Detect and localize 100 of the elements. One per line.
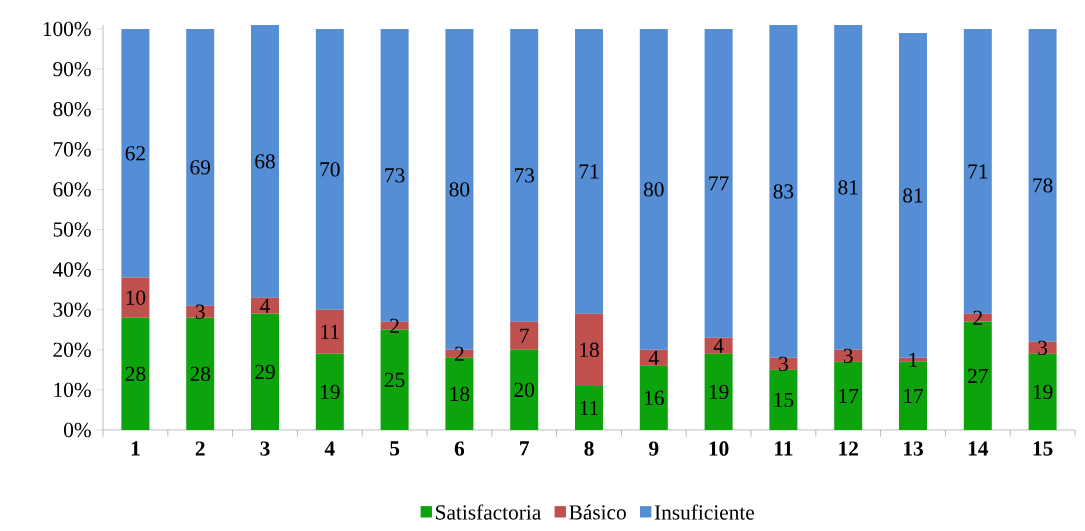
- data-label: 20: [514, 382, 535, 398]
- x-tick-label: 11: [775, 441, 793, 456]
- data-label: 62: [125, 146, 145, 161]
- legend-label: Satisfactoria: [436, 504, 541, 520]
- data-label: 25: [384, 372, 405, 388]
- data-label: 19: [709, 384, 729, 400]
- bar: [121, 277, 150, 318]
- data-label: 29: [255, 364, 275, 380]
- bar: [121, 317, 150, 430]
- data-label: 80: [449, 182, 470, 197]
- bar: [769, 24, 798, 358]
- bar: [575, 29, 604, 314]
- x-tick-label: 12: [839, 441, 858, 456]
- bar: [704, 29, 733, 338]
- legend-label: Insuficiente: [654, 504, 755, 520]
- data-label: 2: [973, 310, 982, 325]
- bar: [510, 349, 539, 430]
- y-tick-label: 20%: [53, 342, 91, 358]
- x-tick-label: 10: [709, 441, 729, 456]
- data-label: 3: [1038, 340, 1048, 355]
- y-tick-label: 90%: [53, 61, 91, 77]
- bar: [186, 305, 215, 318]
- data-label: 18: [450, 386, 470, 402]
- y-tick-label: 30%: [53, 302, 91, 317]
- x-tick-label: 1: [131, 441, 140, 456]
- data-label: 17: [904, 388, 924, 403]
- data-label: 15: [774, 392, 794, 408]
- bar: [769, 369, 798, 430]
- x-tick-label: 8: [584, 441, 594, 456]
- bar: [315, 29, 344, 310]
- data-label: 17: [839, 388, 859, 403]
- x-tick-label: 6: [454, 441, 465, 456]
- data-label: 83: [773, 184, 794, 199]
- data-label: 3: [843, 348, 853, 363]
- bar: [186, 317, 215, 430]
- data-label: 71: [968, 164, 988, 179]
- data-label: 28: [125, 366, 146, 382]
- data-label: 73: [514, 168, 535, 183]
- x-tick-label: 2: [195, 441, 205, 456]
- bar: [1028, 29, 1057, 342]
- x-tick-label: 15: [1033, 441, 1053, 456]
- legend-label: Básico: [569, 504, 626, 520]
- data-label: 7: [520, 328, 529, 343]
- x-tick-label: 7: [520, 441, 530, 456]
- data-label: 11: [321, 324, 339, 339]
- data-label: 3: [779, 356, 788, 371]
- bar: [510, 321, 539, 350]
- data-label: 77: [709, 176, 729, 191]
- data-label: 18: [580, 342, 599, 357]
- bar: [834, 361, 863, 430]
- bar: [575, 313, 604, 386]
- data-label: 3: [195, 304, 205, 319]
- y-tick-label: 80%: [53, 101, 91, 117]
- data-label: 19: [1033, 384, 1053, 400]
- data-label: 78: [1033, 178, 1053, 193]
- x-tick-label: 13: [904, 441, 923, 456]
- data-label: 4: [648, 350, 659, 365]
- y-tick-label: 100%: [43, 21, 91, 37]
- bar: [834, 349, 863, 362]
- data-label: 16: [645, 390, 664, 406]
- data-label: 81: [903, 188, 923, 203]
- bar: [251, 313, 280, 430]
- y-tick-label: 0%: [64, 422, 91, 438]
- data-label: 71: [579, 164, 599, 179]
- data-label: 19: [321, 384, 340, 400]
- data-label: 2: [390, 318, 399, 333]
- y-tick-label: 60%: [53, 182, 91, 197]
- data-label: 73: [385, 168, 405, 183]
- bar: [315, 309, 344, 354]
- bar: [1028, 353, 1057, 430]
- x-tick-label: 5: [390, 441, 400, 456]
- bar: [704, 353, 733, 430]
- bar: [121, 29, 150, 278]
- data-label: 11: [580, 400, 598, 415]
- data-label: 69: [190, 160, 210, 175]
- bar: [769, 357, 798, 370]
- y-tick-label: 50%: [53, 222, 91, 237]
- y-tick-label: 10%: [54, 382, 91, 398]
- data-label: 80: [643, 182, 664, 197]
- x-tick-label: 3: [260, 441, 270, 456]
- data-label: 70: [320, 162, 340, 177]
- data-label: 4: [713, 338, 724, 353]
- data-label: 10: [126, 290, 146, 305]
- data-label: 2: [455, 346, 464, 361]
- x-tick-label: 9: [649, 441, 659, 456]
- bar: [639, 365, 668, 430]
- bar: [510, 29, 539, 322]
- bar: [1028, 341, 1057, 354]
- data-label: 68: [255, 154, 275, 169]
- bar: [639, 29, 668, 350]
- x-tick-label: 4: [324, 441, 335, 456]
- y-tick-label: 70%: [53, 142, 91, 157]
- y-tick-label: 40%: [52, 262, 91, 277]
- data-label: 28: [190, 366, 211, 382]
- bar: [834, 24, 863, 350]
- x-tick-label: 14: [968, 441, 989, 456]
- bar: [251, 24, 280, 298]
- data-label: 27: [968, 368, 988, 383]
- bar: [575, 385, 604, 430]
- bar: [315, 353, 344, 430]
